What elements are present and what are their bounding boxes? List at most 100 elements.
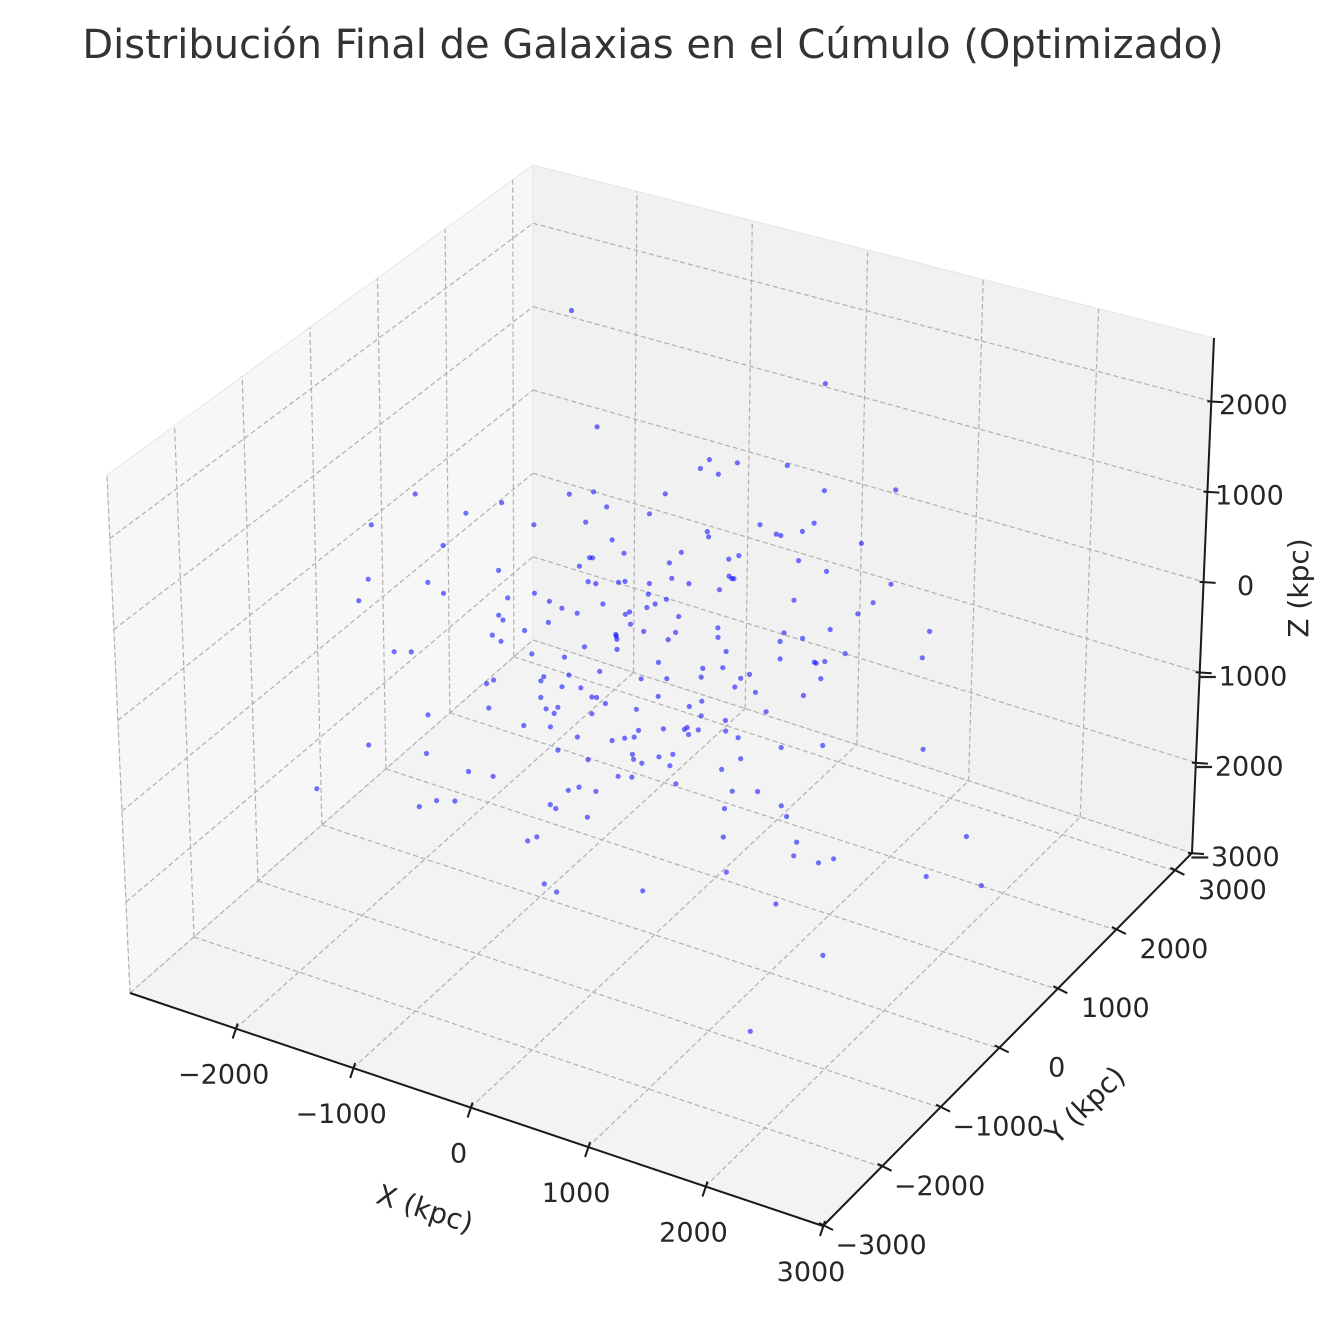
- data-point: [695, 727, 701, 733]
- data-point: [715, 634, 721, 641]
- data-point: [699, 698, 705, 704]
- data-point: [631, 734, 637, 740]
- data-point: [732, 684, 738, 690]
- y-tick-label: −2000: [894, 1171, 985, 1202]
- data-point: [923, 873, 929, 880]
- x-tick-label: −1000: [296, 1099, 387, 1130]
- y-tick-label: 0: [1048, 1052, 1065, 1083]
- data-point: [365, 576, 371, 582]
- gridline-z-back: [532, 306, 1208, 493]
- data-point: [676, 613, 682, 620]
- gridline-y-floor: [193, 936, 882, 1168]
- data-point: [609, 537, 615, 543]
- data-point: [715, 625, 721, 631]
- data-point: [498, 638, 504, 644]
- gridline-z-back: [532, 222, 1212, 402]
- data-point: [545, 619, 552, 626]
- data-point: [746, 671, 753, 678]
- data-point: [551, 710, 557, 717]
- data-point: [831, 856, 837, 862]
- data-point: [490, 773, 496, 779]
- data-point: [794, 839, 800, 845]
- data-point: [547, 802, 553, 808]
- data-point: [827, 626, 833, 633]
- gridline-y-floor: [513, 656, 1175, 872]
- data-point: [356, 598, 362, 604]
- data-point: [314, 786, 320, 792]
- data-point: [534, 834, 540, 840]
- gridline-y-left: [309, 327, 323, 825]
- data-point: [963, 833, 970, 840]
- data-point: [665, 637, 671, 643]
- data-point: [655, 659, 662, 666]
- data-point: [698, 674, 704, 680]
- tick-labels: −2000−10000100020003000−3000−2000−100001…: [178, 390, 1288, 1288]
- gridline-x-floor: [235, 672, 634, 1029]
- z-tick-mark: [1207, 400, 1224, 404]
- data-point: [638, 676, 644, 682]
- z-axis-label: Z (kpc): [1282, 538, 1315, 637]
- data-point: [755, 788, 761, 795]
- data-point: [593, 581, 599, 587]
- data-point: [416, 804, 422, 810]
- data-point: [614, 646, 620, 653]
- y-tick-label: 2000: [1140, 934, 1209, 965]
- data-point: [525, 838, 531, 844]
- gridline-y-left: [241, 376, 259, 881]
- data-point: [667, 763, 673, 769]
- data-point: [584, 814, 591, 820]
- gridline-y-floor: [385, 768, 1058, 990]
- data-point: [425, 579, 431, 586]
- gridline-y-left: [376, 278, 387, 769]
- data-point: [496, 612, 502, 618]
- gridline-x-back: [744, 220, 753, 709]
- data-point: [720, 665, 726, 671]
- data-point: [858, 540, 865, 547]
- data-point: [641, 628, 647, 635]
- x-tick-label: 1000: [542, 1178, 611, 1209]
- gridline-x-back: [968, 279, 984, 781]
- data-point: [723, 869, 730, 875]
- data-point: [644, 604, 650, 611]
- gridline-y-floor: [321, 824, 999, 1049]
- data-point: [597, 668, 603, 675]
- z-tick-mark: [1191, 761, 1208, 765]
- data-point: [440, 542, 446, 549]
- data-point: [646, 580, 653, 587]
- data-point: [652, 601, 658, 607]
- y-tick-label: 3000: [1198, 875, 1267, 906]
- x-tick-label: 3000: [777, 1257, 846, 1288]
- data-point: [800, 635, 806, 641]
- data-point: [589, 694, 595, 700]
- data-point: [546, 598, 553, 604]
- data-point: [738, 756, 744, 762]
- data-point: [773, 901, 779, 907]
- data-point: [578, 685, 584, 691]
- data-point: [583, 519, 589, 525]
- data-point: [627, 621, 634, 627]
- data-point: [622, 578, 628, 585]
- x-tick-mark: [701, 1181, 709, 1197]
- data-point: [719, 766, 725, 773]
- data-point: [559, 684, 565, 690]
- data-point: [555, 747, 561, 753]
- data-point: [555, 704, 561, 710]
- data-point: [631, 756, 637, 762]
- data-point: [585, 579, 591, 585]
- data-point: [589, 711, 595, 717]
- data-point: [627, 609, 633, 615]
- y-tick-label: 1000: [1081, 993, 1150, 1024]
- data-point: [615, 773, 621, 779]
- data-point: [615, 579, 622, 585]
- data-point: [723, 728, 729, 734]
- axis-panes: [106, 164, 1215, 1227]
- data-point: [811, 659, 817, 665]
- gridline-x-back: [1079, 308, 1100, 817]
- y-tick-mark: [994, 1044, 1010, 1054]
- data-point: [757, 522, 763, 528]
- data-point: [645, 591, 651, 597]
- data-point: [927, 628, 933, 635]
- data-point: [543, 706, 549, 712]
- data-point: [576, 563, 583, 569]
- data-point: [622, 735, 628, 741]
